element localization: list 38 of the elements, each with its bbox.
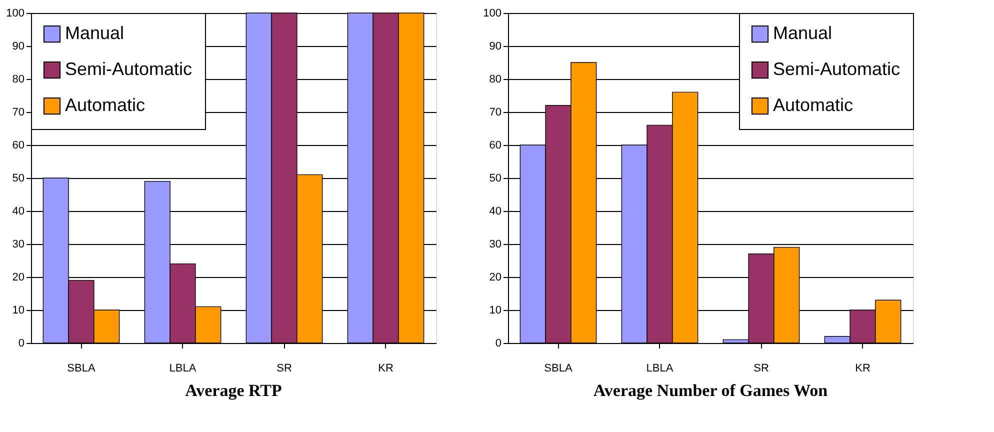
x-tick-label: SBLA (67, 362, 96, 374)
legend-label: Automatic (65, 95, 146, 115)
text: Average Number of Games Won (593, 381, 828, 400)
x-tick-label: SR (276, 362, 292, 374)
y-tick-label: 40 (489, 206, 502, 218)
legend-label: Semi-Automatic (773, 59, 900, 79)
legend-label: Manual (65, 23, 124, 43)
y-tick-label: 0 (18, 338, 24, 350)
y-tick-label: 100 (483, 8, 502, 20)
x-tick-label: LBLA (646, 362, 674, 374)
y-tick-label: 30 (12, 238, 24, 250)
y-tick-label: 80 (489, 74, 502, 86)
y-tick-label: 50 (489, 172, 502, 184)
text: Average RTP (185, 381, 282, 400)
y-tick-label: 70 (12, 106, 24, 118)
y-tick-label: 20 (489, 272, 502, 284)
x-tick-label: KR (378, 362, 394, 374)
x-tick-label: KR (855, 362, 870, 374)
x-tick-label: SBLA (544, 362, 573, 374)
y-tick-label: 10 (12, 304, 24, 316)
y-tick-label: 50 (12, 172, 24, 184)
x-tick-label: LBLA (169, 362, 197, 374)
y-tick-label: 90 (12, 40, 24, 52)
y-tick-label: 0 (495, 338, 502, 350)
legend-label: Semi-Automatic (65, 59, 192, 79)
legend-label: Manual (773, 23, 832, 43)
y-tick-label: 70 (489, 106, 502, 118)
y-tick-label: 10 (489, 304, 502, 316)
legend-label: Automatic (773, 95, 854, 115)
y-tick-label: 60 (12, 140, 24, 152)
y-tick-label: 90 (489, 40, 502, 52)
y-tick-label: 40 (12, 206, 24, 218)
x-tick-label: SR (754, 362, 769, 374)
y-tick-label: 100 (6, 8, 24, 20)
y-tick-label: 60 (489, 140, 502, 152)
y-tick-label: 20 (12, 272, 24, 284)
y-tick-label: 30 (489, 238, 502, 250)
y-tick-label: 80 (12, 74, 24, 86)
